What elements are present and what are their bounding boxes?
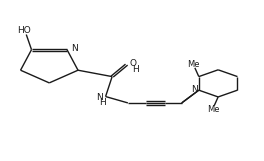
Text: N: N: [71, 44, 78, 53]
Text: H: H: [99, 98, 106, 107]
Text: N: N: [191, 85, 197, 94]
Text: Me: Me: [207, 105, 219, 114]
Text: Me: Me: [187, 60, 200, 69]
Text: H: H: [132, 65, 139, 74]
Text: N: N: [96, 93, 103, 102]
Text: O: O: [129, 59, 136, 68]
Text: HO: HO: [17, 26, 31, 35]
